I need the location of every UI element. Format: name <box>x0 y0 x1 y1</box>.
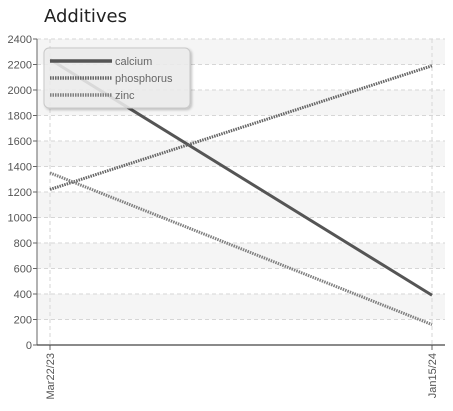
grid-band <box>37 243 445 269</box>
series-line-phosphorus <box>49 64 433 191</box>
y-tick-label: 1800 <box>8 111 32 123</box>
x-tick-label: Mar22/23 <box>45 353 57 399</box>
y-tick-label: 800 <box>14 238 32 250</box>
y-tick-label: 400 <box>14 289 32 301</box>
y-tick-label: 1000 <box>8 213 32 225</box>
y-tick-label: 2000 <box>8 85 32 97</box>
legend: calcium phosphorus zinc <box>43 47 191 109</box>
y-tick-label: 2200 <box>8 60 32 72</box>
grid-band <box>37 141 445 167</box>
legend-label-zinc: zinc <box>115 90 135 102</box>
y-tick-label: 1200 <box>8 187 32 199</box>
legend-label-calcium: calcium <box>115 56 152 68</box>
y-tick-label: 200 <box>14 315 32 327</box>
series-line-zinc <box>49 171 433 326</box>
legend-label-phosphorus: phosphorus <box>115 73 173 85</box>
y-tick-label: 600 <box>14 264 32 276</box>
y-tick-label: 1400 <box>8 162 32 174</box>
x-tick-label: Jan15/24 <box>427 353 439 398</box>
axes: 0 200 400 600 800 1000 1200 1400 1600 1800 2000 220… <box>8 34 445 399</box>
y-tick-label: 1600 <box>8 136 32 148</box>
grid-band <box>37 294 445 320</box>
grid-band <box>37 192 445 218</box>
legend-box <box>43 47 191 109</box>
y-tick-label: 2400 <box>8 34 32 46</box>
y-tick-label: 0 <box>26 340 32 352</box>
chart-title: Additives <box>44 6 128 27</box>
